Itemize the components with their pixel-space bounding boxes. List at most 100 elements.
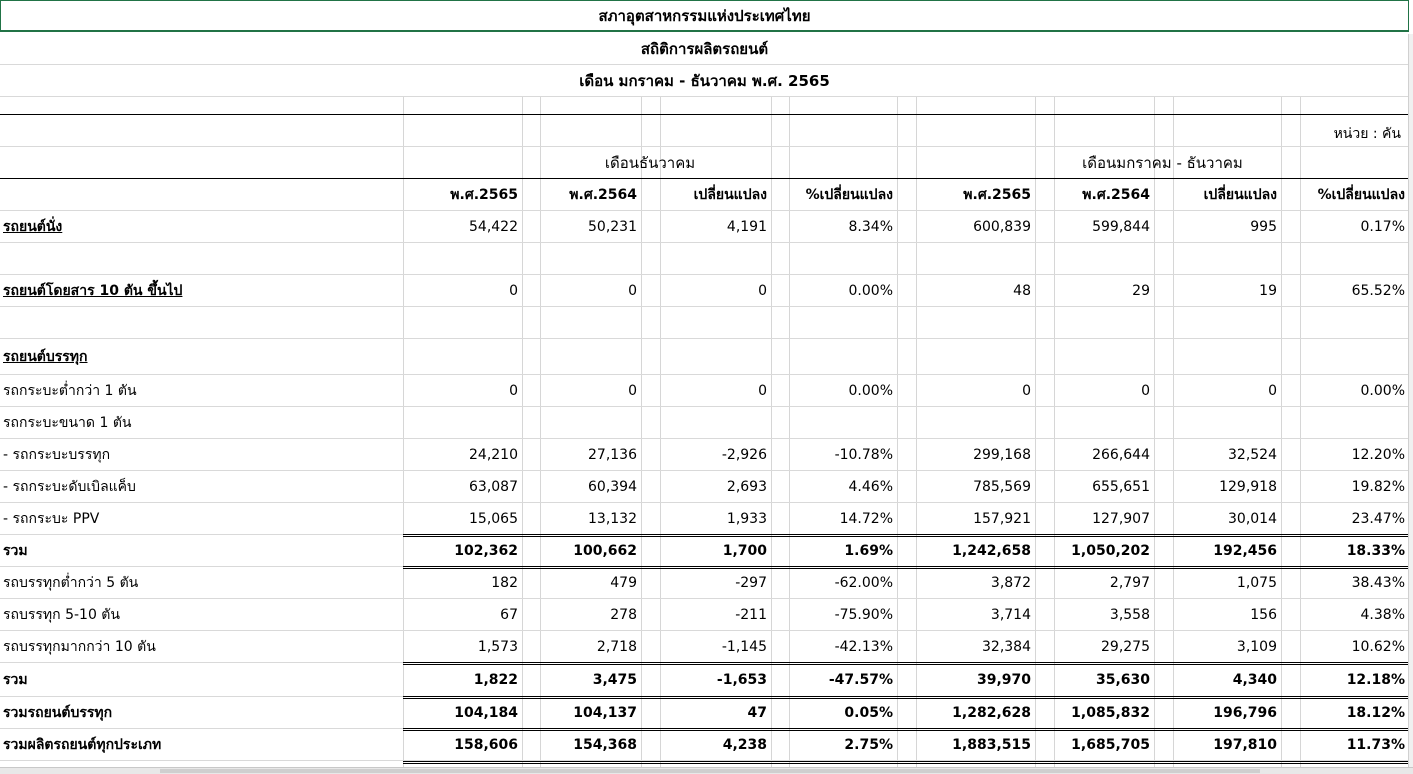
data-cell[interactable]: 4.38% xyxy=(1360,606,1405,623)
data-cell[interactable]: -297 xyxy=(735,574,767,591)
data-cell[interactable]: 2,693 xyxy=(726,478,767,495)
data-cell[interactable]: 3,109 xyxy=(1236,638,1277,655)
data-cell[interactable]: -1,145 xyxy=(721,638,767,655)
data-cell[interactable]: 50,231 xyxy=(588,218,637,235)
vertical-scrollbar[interactable] xyxy=(1408,34,1413,767)
data-cell[interactable]: 12.18% xyxy=(1346,671,1405,688)
table-row[interactable]: รวมผลิตรถยนต์ทุกประเภท 158,606 154,368 4,23… xyxy=(0,729,1409,761)
data-cell[interactable]: 1,700 xyxy=(722,542,767,559)
table-row[interactable]: รวมรถยนต์บรรทุก 104,184 104,137 47 0.05% 1,28… xyxy=(0,697,1409,729)
data-cell[interactable]: -2,926 xyxy=(721,446,767,463)
data-cell[interactable]: 3,714 xyxy=(990,606,1031,623)
horizontal-scroll-thumb[interactable] xyxy=(160,769,1260,773)
table-row[interactable]: - รถกระบะดับเบิลแค็บ 63,087 60,394 2,693 4.4… xyxy=(0,471,1409,503)
data-cell[interactable]: -75.90% xyxy=(834,606,893,623)
data-cell[interactable]: 0 xyxy=(628,282,637,299)
data-cell[interactable]: 39,970 xyxy=(976,671,1031,688)
data-cell[interactable]: 3,872 xyxy=(990,574,1031,591)
data-cell[interactable]: -10.78% xyxy=(834,446,893,463)
title-row-statistics[interactable]: สถิติการผลิตรถยนต์ xyxy=(0,33,1409,65)
data-cell[interactable]: 2,797 xyxy=(1109,574,1150,591)
data-cell[interactable]: 995 xyxy=(1250,218,1277,235)
data-cell[interactable]: 1,282,628 xyxy=(952,704,1031,721)
table-row[interactable]: รวม 102,362 100,662 1,700 1.69% 1,242,658 1,05… xyxy=(0,535,1409,567)
table-row[interactable]: - รถกระบะ PPV 15,065 13,132 1,933 14.72% 157,… xyxy=(0,503,1409,535)
data-cell[interactable]: -1,653 xyxy=(716,671,767,688)
data-cell[interactable]: 60,394 xyxy=(588,478,637,495)
data-cell[interactable]: 24,210 xyxy=(469,446,518,463)
data-cell[interactable]: 65.52% xyxy=(1351,282,1405,299)
data-cell[interactable]: 0 xyxy=(628,382,637,399)
data-cell[interactable]: 0.05% xyxy=(844,704,893,721)
data-cell[interactable]: 1,822 xyxy=(473,671,518,688)
data-cell[interactable]: 129,918 xyxy=(1219,478,1277,495)
title-row-period[interactable]: เดือน มกราคม - ธันวาคม พ.ศ. 2565 xyxy=(0,65,1409,97)
data-cell[interactable]: 13,132 xyxy=(588,510,637,527)
data-cell[interactable]: 600,839 xyxy=(973,218,1031,235)
column-header-row[interactable]: พ.ศ.2565 พ.ศ.2564 เปลี่ยนแปลง %เปลี่ยนแปลง พ… xyxy=(0,179,1409,211)
data-cell[interactable]: 3,475 xyxy=(592,671,637,688)
table-row[interactable] xyxy=(0,243,1409,275)
data-cell[interactable]: 29 xyxy=(1132,282,1150,299)
data-cell[interactable]: -211 xyxy=(735,606,767,623)
data-cell[interactable]: 10.62% xyxy=(1351,638,1405,655)
data-cell[interactable]: 1,085,832 xyxy=(1071,704,1150,721)
data-cell[interactable]: 30,014 xyxy=(1228,510,1277,527)
data-cell[interactable]: 2.75% xyxy=(844,736,893,753)
data-cell[interactable]: 14.72% xyxy=(839,510,893,527)
data-cell[interactable]: 157,921 xyxy=(973,510,1031,527)
data-cell[interactable]: 2,718 xyxy=(596,638,637,655)
data-cell[interactable]: 0.00% xyxy=(1360,382,1405,399)
title-row-organization[interactable]: สภาอุตสาหกรรมแห่งประเทศไทย xyxy=(0,0,1409,32)
data-cell[interactable]: 785,569 xyxy=(973,478,1031,495)
data-cell[interactable]: 4.46% xyxy=(848,478,893,495)
data-cell[interactable]: 1,075 xyxy=(1236,574,1277,591)
data-cell[interactable]: 12.20% xyxy=(1351,446,1405,463)
data-cell[interactable]: 32,384 xyxy=(982,638,1031,655)
data-cell[interactable]: 0 xyxy=(1141,382,1150,399)
horizontal-scrollbar[interactable] xyxy=(0,767,1413,774)
data-cell[interactable]: 197,810 xyxy=(1213,736,1277,753)
table-row[interactable]: รถกระบะต่ำกว่า 1 ตัน 0 0 0 0.00% 0 0 0 0.00% xyxy=(0,375,1409,407)
data-cell[interactable]: 0 xyxy=(509,282,518,299)
table-row[interactable]: รถยนต์โดยสาร 10 ตัน ขึ้นไป 0 0 0 0.00% 48 29 19… xyxy=(0,275,1409,307)
data-cell[interactable]: 0 xyxy=(509,382,518,399)
data-cell[interactable]: 27,136 xyxy=(588,446,637,463)
data-cell[interactable]: 299,168 xyxy=(973,446,1031,463)
data-cell[interactable]: 47 xyxy=(747,704,767,721)
data-cell[interactable]: 1.69% xyxy=(844,542,893,559)
data-cell[interactable]: 67 xyxy=(500,606,518,623)
data-cell[interactable]: 1,685,705 xyxy=(1071,736,1150,753)
data-cell[interactable]: 1,573 xyxy=(477,638,518,655)
data-cell[interactable]: 127,907 xyxy=(1092,510,1150,527)
data-cell[interactable]: 479 xyxy=(610,574,637,591)
data-cell[interactable]: 18.33% xyxy=(1346,542,1405,559)
data-cell[interactable]: 3,558 xyxy=(1109,606,1150,623)
data-cell[interactable]: 1,050,202 xyxy=(1071,542,1150,559)
table-row[interactable]: รถบรรทุก 5-10 ตัน 67 278 -211 -75.90% 3,714 3,… xyxy=(0,599,1409,631)
data-cell[interactable]: 29,275 xyxy=(1101,638,1150,655)
data-cell[interactable]: 154,368 xyxy=(573,736,637,753)
table-row[interactable]: รถบรรทุกมากกว่า 10 ตัน 1,573 2,718 -1,145 -4… xyxy=(0,631,1409,663)
data-cell[interactable]: 11.73% xyxy=(1346,736,1405,753)
data-cell[interactable]: 104,137 xyxy=(573,704,637,721)
table-row[interactable]: รถกระบะขนาด 1 ตัน xyxy=(0,407,1409,439)
data-cell[interactable]: 1,933 xyxy=(726,510,767,527)
data-cell[interactable]: 156 xyxy=(1250,606,1277,623)
data-cell[interactable]: 35,630 xyxy=(1095,671,1150,688)
data-cell[interactable]: 8.34% xyxy=(848,218,893,235)
data-cell[interactable]: 102,362 xyxy=(454,542,518,559)
data-cell[interactable]: -42.13% xyxy=(834,638,893,655)
data-cell[interactable]: 54,422 xyxy=(469,218,518,235)
unit-row[interactable]: หน่วย : คัน xyxy=(0,115,1409,147)
table-row[interactable]: รถยนต์นั่ง 54,422 50,231 4,191 8.34% 600,839 5… xyxy=(0,211,1409,243)
data-cell[interactable]: 32,524 xyxy=(1228,446,1277,463)
data-cell[interactable]: 278 xyxy=(610,606,637,623)
data-cell[interactable]: 19 xyxy=(1259,282,1277,299)
data-cell[interactable]: 1,242,658 xyxy=(952,542,1031,559)
group-header-row[interactable]: เดือนธันวาคม เดือนมกราคม - ธันวาคม xyxy=(0,147,1409,179)
data-cell[interactable]: 0 xyxy=(758,282,767,299)
data-cell[interactable]: 0.00% xyxy=(848,282,893,299)
data-cell[interactable]: -47.57% xyxy=(828,671,893,688)
table-row[interactable]: รวม 1,822 3,475 -1,653 -47.57% 39,970 35,630 4,… xyxy=(0,663,1409,697)
